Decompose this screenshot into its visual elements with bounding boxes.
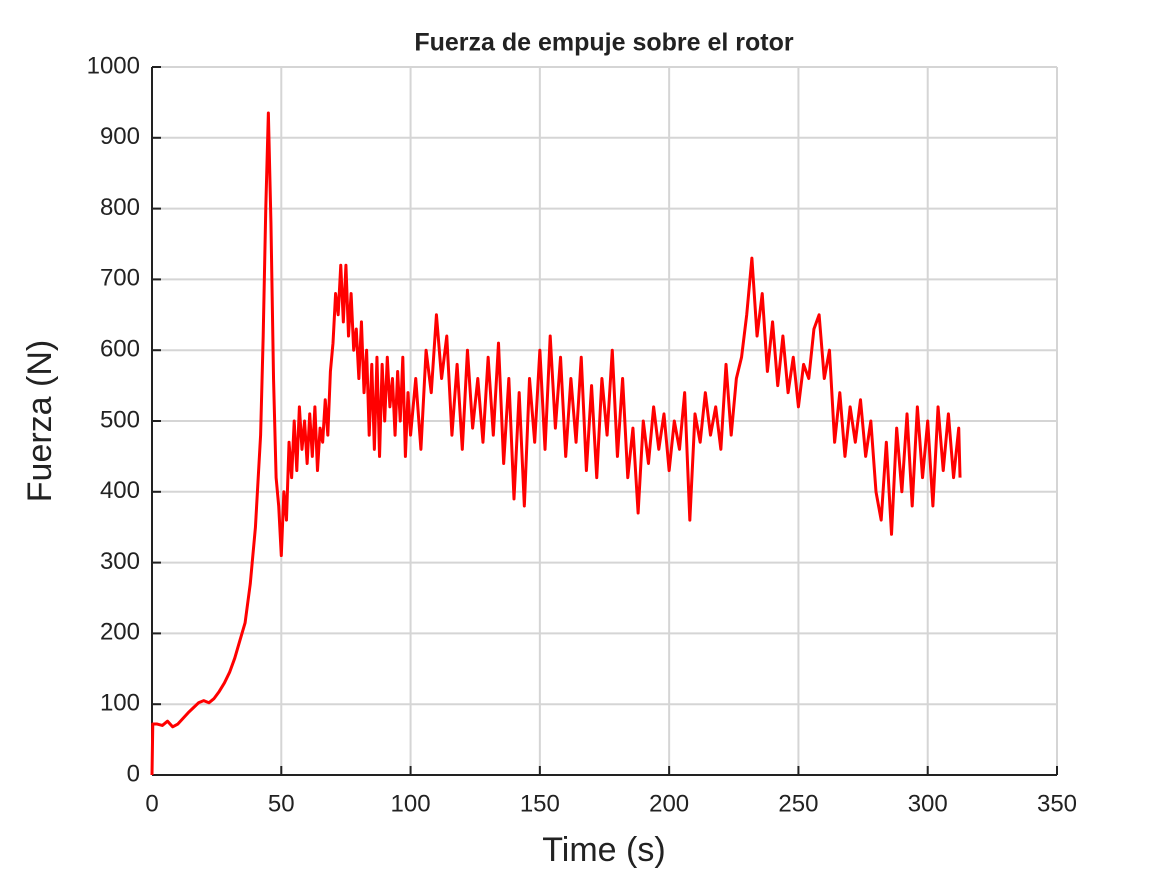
y-tick-label: 400 [100,477,140,504]
data-line [150,111,962,776]
y-tick-label: 500 [100,406,140,433]
x-tick-label: 350 [1037,790,1077,817]
y-tick-label: 900 [100,123,140,150]
x-tick-label: 100 [391,790,431,817]
y-tick-label: 600 [100,336,140,363]
y-tick-label: 700 [100,265,140,292]
y-tick-label: 200 [100,619,140,646]
chart-title: Fuerza de empuje sobre el rotor [414,29,794,57]
x-tick-label: 300 [908,790,948,817]
y-tick-label: 800 [100,194,140,221]
x-tick-label: 200 [649,790,689,817]
x-tick-label: 250 [778,790,818,817]
y-axis-label: Fuerza (N) [21,340,59,502]
x-tick-label: 0 [145,790,158,817]
x-tick-label: 50 [268,790,295,817]
y-tick-label: 1000 [87,52,140,79]
y-tick-label: 0 [127,760,140,787]
y-tick-label: 300 [100,548,140,575]
x-tick-label: 150 [520,790,560,817]
y-tick-label: 100 [100,690,140,717]
x-axis-label: Time (s) [542,831,665,869]
